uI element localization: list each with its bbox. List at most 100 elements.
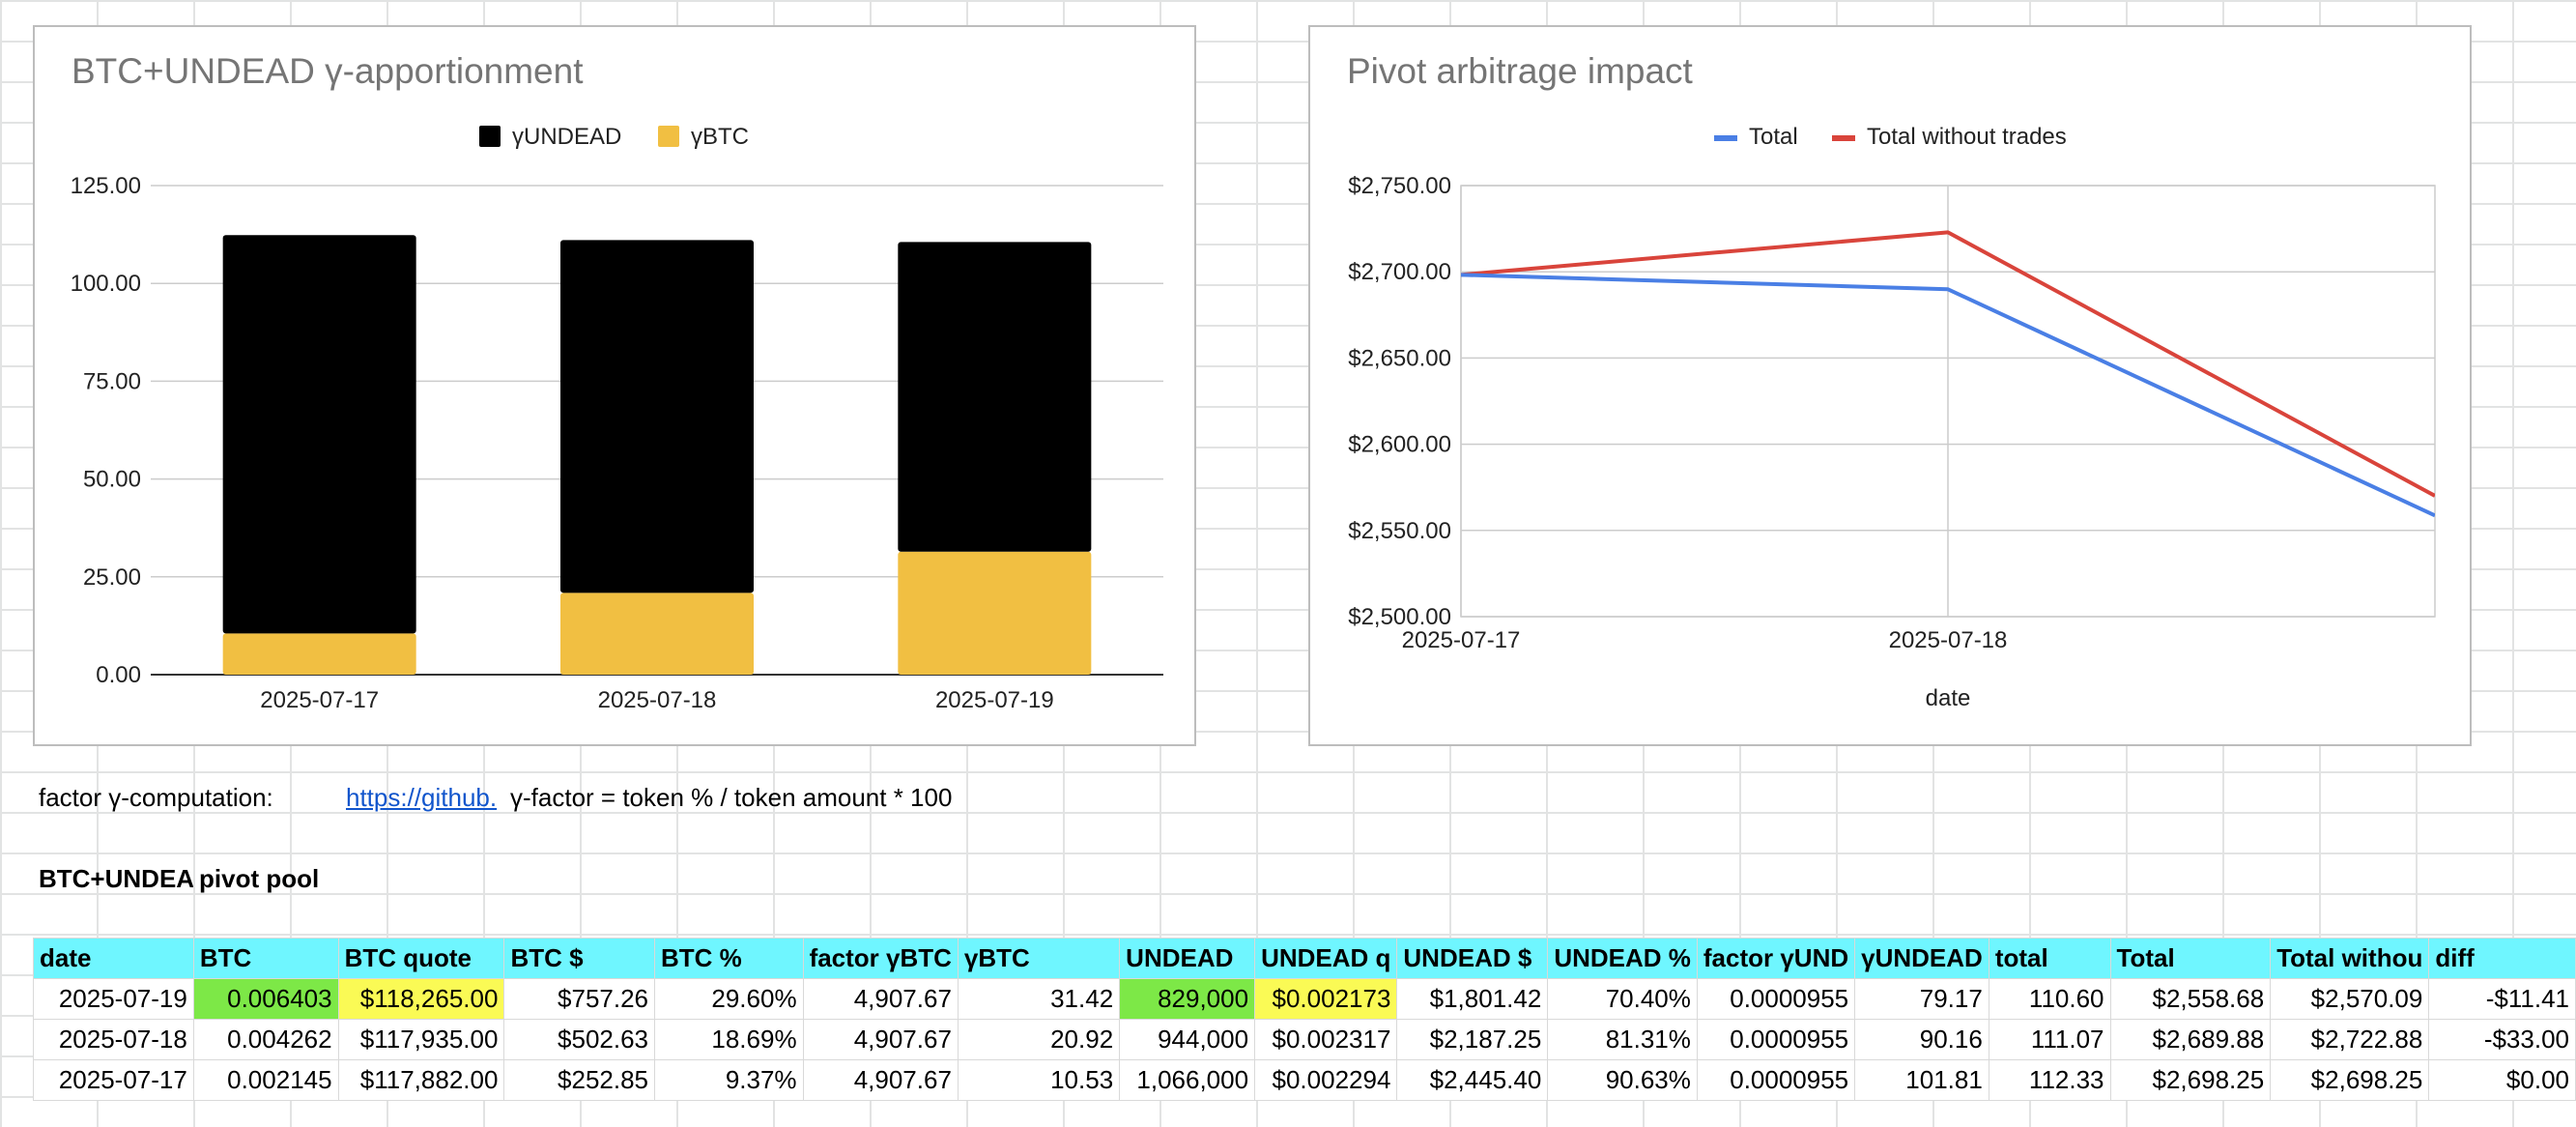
column-header[interactable]: BTC [192, 938, 339, 979]
table-cell[interactable]: $252.85 [503, 1059, 656, 1101]
table-cell[interactable]: -$11.41 [2428, 978, 2576, 1020]
x-axis-label: date [1926, 685, 1971, 711]
table-header-row: date BTC BTC quote BTC $ BTC % factor γBTC γBT… [33, 938, 2576, 979]
bar-gbtc [222, 633, 416, 675]
table-cell[interactable]: 1,066,000 [1119, 1059, 1256, 1101]
table-cell[interactable]: 110.60 [1988, 978, 2111, 1020]
column-header[interactable]: BTC % [654, 938, 804, 979]
legend-label: γBTC [691, 124, 749, 150]
column-header[interactable]: γUNDEAD [1854, 938, 1989, 979]
x-tick-label: 2025-07-18 [598, 687, 717, 713]
table-cell[interactable]: $502.63 [503, 1019, 656, 1060]
y-tick-label: 100.00 [71, 271, 141, 297]
x-tick-label: 2025-07-18 [1889, 627, 2008, 653]
table-cell[interactable]: 10.53 [957, 1059, 1121, 1101]
column-header[interactable]: UNDEAD q [1254, 938, 1398, 979]
chart-title: BTC+UNDEAD γ-apportionment [72, 51, 584, 91]
table-cell[interactable]: $2,689.88 [2109, 1019, 2272, 1060]
y-tick-label: 125.00 [71, 173, 141, 199]
table-cell[interactable]: 18.69% [654, 1019, 804, 1060]
table-cell[interactable]: 2025-07-18 [33, 1019, 194, 1060]
table-cell[interactable]: 31.42 [957, 978, 1121, 1020]
table-cell[interactable]: 90.16 [1854, 1019, 1989, 1060]
column-header[interactable]: date [33, 938, 194, 979]
bar-gundead [898, 242, 1092, 552]
column-header[interactable]: BTC quote [337, 938, 505, 979]
pivot-arbitrage-chart[interactable]: Pivot arbitrage impact Total Total without… [1308, 25, 2472, 746]
column-header[interactable]: UNDEAD % [1547, 938, 1698, 979]
table-cell[interactable]: 4,907.67 [802, 1059, 959, 1101]
table-cell[interactable]: 0.004262 [192, 1019, 339, 1060]
table-cell[interactable]: 4,907.67 [802, 1019, 959, 1060]
x-tick-label: 2025-07-17 [1402, 627, 1521, 653]
table-cell[interactable]: $2,445.40 [1396, 1059, 1549, 1101]
table-cell[interactable]: 2025-07-17 [33, 1059, 194, 1101]
column-header[interactable]: Total [2109, 938, 2272, 979]
table-cell[interactable]: 70.40% [1547, 978, 1698, 1020]
column-header[interactable]: UNDEAD [1119, 938, 1256, 979]
table-cell[interactable]: 20.92 [957, 1019, 1121, 1060]
table-cell[interactable]: 0.006403 [192, 978, 339, 1020]
legend-swatch [1714, 135, 1737, 141]
table-cell[interactable]: 81.31% [1547, 1019, 1698, 1060]
table-cell[interactable]: $2,722.88 [2270, 1019, 2430, 1060]
y-tick-label: $2,600.00 [1348, 432, 1451, 458]
table-cell[interactable]: $2,187.25 [1396, 1019, 1549, 1060]
table-cell[interactable]: 111.07 [1988, 1019, 2111, 1060]
column-header[interactable]: Total withou [2270, 938, 2430, 979]
column-header[interactable]: UNDEAD $ [1396, 938, 1549, 979]
bar-gundead [560, 240, 754, 593]
legend-label: Total without trades [1867, 124, 2067, 150]
table-cell[interactable]: $118,265.00 [337, 978, 505, 1020]
table-cell[interactable]: 944,000 [1119, 1019, 1256, 1060]
bar-gbtc [560, 592, 754, 675]
chart-title: Pivot arbitrage impact [1347, 51, 1694, 91]
table-cell[interactable]: $2,570.09 [2270, 978, 2430, 1020]
table-cell[interactable]: 29.60% [654, 978, 804, 1020]
column-header[interactable]: γBTC [957, 938, 1121, 979]
pivot-pool-table: date BTC BTC quote BTC $ BTC % factor γBTC γBT… [33, 938, 2576, 1101]
table-cell[interactable]: 9.37% [654, 1059, 804, 1101]
table-cell[interactable]: 0.0000955 [1696, 978, 1856, 1020]
table-cell[interactable]: 4,907.67 [802, 978, 959, 1020]
legend-label: Total [1749, 124, 1798, 150]
gamma-apportionment-chart[interactable]: BTC+UNDEAD γ-apportionment γUNDEAD γBTC 0.0… [33, 25, 1196, 746]
y-tick-label: $2,500.00 [1348, 604, 1451, 630]
table-cell[interactable]: -$33.00 [2428, 1019, 2576, 1060]
table-cell[interactable]: 0.002145 [192, 1059, 339, 1101]
pivot-arbitrage-chart-svg: Pivot arbitrage impact Total Total without… [1347, 51, 2436, 711]
table-cell[interactable]: $2,558.68 [2109, 978, 2272, 1020]
legend-swatch [1832, 135, 1855, 141]
column-header[interactable]: total [1988, 938, 2111, 979]
table-cell[interactable]: 0.0000955 [1696, 1019, 1856, 1060]
column-header[interactable]: diff [2428, 938, 2576, 979]
gamma-apportionment-chart-svg: BTC+UNDEAD γ-apportionment γUNDEAD γBTC 0.0… [71, 51, 1163, 713]
table-cell[interactable]: 90.63% [1547, 1059, 1698, 1101]
table-cell[interactable]: $1,801.42 [1396, 978, 1549, 1020]
table-cell[interactable]: $0.002173 [1254, 978, 1398, 1020]
column-header[interactable]: BTC $ [503, 938, 656, 979]
table-cell[interactable]: $117,882.00 [337, 1059, 505, 1101]
table-cell[interactable]: $2,698.25 [2109, 1059, 2272, 1101]
table-cell[interactable]: 79.17 [1854, 978, 1989, 1020]
table-cell[interactable]: 0.0000955 [1696, 1059, 1856, 1101]
table-row: 2025-07-19 0.006403 $118,265.00 $757.26 29.6… [33, 978, 2576, 1020]
table-cell[interactable]: 112.33 [1988, 1059, 2111, 1101]
table-cell[interactable]: $0.002317 [1254, 1019, 1398, 1060]
column-header[interactable]: factor γBTC [802, 938, 959, 979]
pool-title-part-b: pivot pool [199, 864, 320, 893]
bar-gbtc [898, 551, 1092, 675]
column-header[interactable]: factor γUND [1696, 938, 1856, 979]
y-tick-label: 25.00 [83, 564, 141, 591]
table-cell[interactable]: $2,698.25 [2270, 1059, 2430, 1101]
table-cell[interactable]: $0.00 [2428, 1059, 2576, 1101]
table-cell[interactable]: $117,935.00 [337, 1019, 505, 1060]
table-cell[interactable]: $0.002294 [1254, 1059, 1398, 1101]
table-cell[interactable]: 101.81 [1854, 1059, 1989, 1101]
github-link[interactable]: https://github. [346, 783, 498, 812]
x-tick-label: 2025-07-17 [260, 687, 379, 713]
table-cell[interactable]: 829,000 [1119, 978, 1256, 1020]
table-cell[interactable]: 2025-07-19 [33, 978, 194, 1020]
y-tick-label: $2,750.00 [1348, 173, 1451, 199]
table-cell[interactable]: $757.26 [503, 978, 656, 1020]
